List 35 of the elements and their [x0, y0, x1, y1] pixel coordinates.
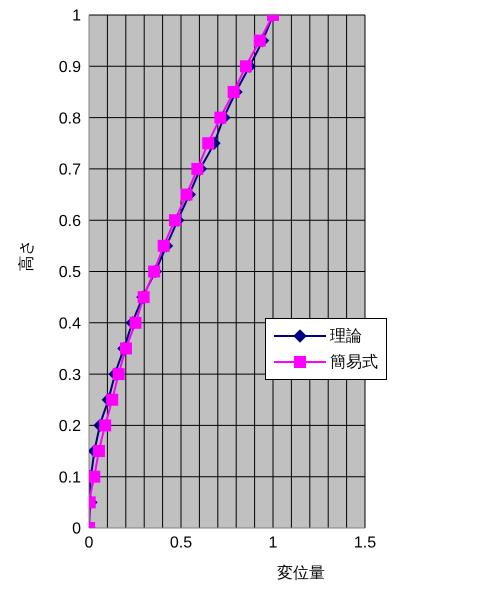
- x-tick-label: 1: [268, 534, 278, 552]
- y-tick-label: 0.6: [58, 212, 82, 230]
- x-tick-label: 1.5: [354, 534, 376, 552]
- point: [254, 34, 266, 47]
- point: [106, 394, 118, 406]
- point: [202, 137, 214, 150]
- y-tick-label: 0: [72, 520, 82, 538]
- y-tick-label: 0.5: [58, 264, 82, 282]
- point: [168, 214, 181, 226]
- point: [240, 60, 252, 72]
- point: [214, 112, 226, 124]
- point: [99, 419, 112, 432]
- point: [158, 240, 170, 252]
- x-tick-label: 0.5: [170, 534, 192, 552]
- y-tick-label: 0.2: [58, 418, 82, 436]
- y-axis-title: 高さ: [18, 240, 36, 272]
- y-tick-label: 0.7: [58, 162, 82, 179]
- y-tick-label: 0.1: [58, 469, 82, 486]
- point: [180, 188, 193, 201]
- y-tick-label: 0.4: [58, 315, 82, 332]
- point: [191, 162, 204, 175]
- legend-label: 簡易式: [330, 352, 378, 372]
- point: [89, 470, 100, 483]
- legend-label: 理論: [330, 326, 362, 346]
- y-tick-label: 1: [72, 8, 82, 25]
- point: [130, 316, 142, 329]
- point: [112, 368, 125, 380]
- y-tick-label: 0.9: [58, 58, 82, 76]
- x-tick-label: 0: [84, 534, 94, 552]
- point: [92, 445, 105, 458]
- y-tick-label: 0.8: [58, 110, 82, 128]
- point: [228, 86, 240, 98]
- x-axis-title: 変位量: [277, 564, 325, 582]
- y-tick-label: 0.3: [58, 366, 82, 384]
- point: [120, 342, 132, 354]
